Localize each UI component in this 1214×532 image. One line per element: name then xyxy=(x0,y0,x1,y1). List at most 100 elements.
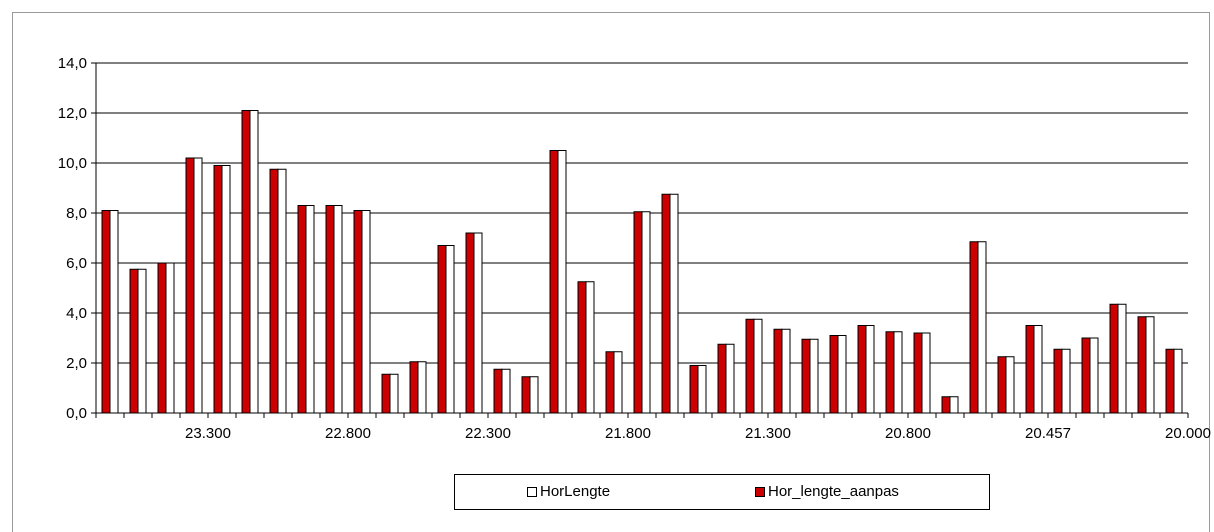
bar-horlengte xyxy=(249,110,259,414)
bar-hor-lengte-aanpas xyxy=(661,193,671,414)
x-tick-label: 23.300 xyxy=(185,425,231,442)
bar-horlengte xyxy=(333,205,343,414)
bar-horlengte xyxy=(1173,348,1183,414)
bar-hor-lengte-aanpas xyxy=(1081,337,1091,414)
bar-hor-lengte-aanpas xyxy=(1165,348,1175,414)
bar-hor-lengte-aanpas xyxy=(913,332,923,414)
bar-hor-lengte-aanpas xyxy=(437,245,447,414)
bar-horlengte xyxy=(1033,325,1043,414)
bar-hor-lengte-aanpas xyxy=(745,318,755,414)
legend: HorLengte Hor_lengte_aanpas xyxy=(454,474,990,510)
bar-hor-lengte-aanpas xyxy=(157,262,167,414)
bar-horlengte xyxy=(809,338,819,414)
bar-horlengte xyxy=(473,232,483,414)
bar-horlengte xyxy=(193,157,203,414)
bar-hor-lengte-aanpas xyxy=(1109,303,1119,414)
y-tick-label: 0,0 xyxy=(66,405,87,422)
bar-hor-lengte-aanpas xyxy=(549,150,559,414)
y-tick-label: 8,0 xyxy=(66,205,87,222)
bar-hor-lengte-aanpas xyxy=(969,241,979,414)
tick-labels: 0,0 2,0 4,0 6,0 8,0 10,0 12,0 14,0 23.300 22.800 2… xyxy=(58,55,1211,442)
x-tick-label: 22.800 xyxy=(325,425,371,442)
bar-horlengte xyxy=(165,262,175,414)
bar-horlengte xyxy=(893,331,903,414)
bar-horlengte xyxy=(501,368,511,414)
legend-label-horlengte: HorLengte xyxy=(540,483,611,500)
bar-hor-lengte-aanpas xyxy=(213,165,223,414)
y-tick-label: 2,0 xyxy=(66,355,87,372)
bar-hor-lengte-aanpas xyxy=(857,325,867,414)
bar-hor-lengte-aanpas xyxy=(1025,325,1035,414)
bar-hor-lengte-aanpas xyxy=(521,376,531,414)
bar-hor-lengte-aanpas xyxy=(297,205,307,414)
bar-horlengte xyxy=(669,193,679,414)
x-tick-label: 21.800 xyxy=(605,425,651,442)
bar-horlengte xyxy=(557,150,567,414)
bar-horlengte xyxy=(1145,316,1155,414)
bar-hor-lengte-aanpas xyxy=(689,365,699,414)
bar-hor-lengte-aanpas xyxy=(605,351,615,414)
x-tick-label: 20.800 xyxy=(885,425,931,442)
bar-hor-lengte-aanpas xyxy=(325,205,335,414)
x-tick-label: 21.300 xyxy=(745,425,791,442)
bar-horlengte xyxy=(277,168,287,414)
bar-hor-lengte-aanpas xyxy=(1053,348,1063,414)
bar-horlengte xyxy=(417,361,427,414)
axes xyxy=(91,62,1189,418)
bar-hor-lengte-aanpas xyxy=(997,356,1007,414)
legend-swatch-horlengte xyxy=(527,486,537,497)
legend-label-hor-lengte-aanpas: Hor_lengte_aanpas xyxy=(768,483,899,500)
bar-horlengte xyxy=(641,211,651,414)
bar-hor-lengte-aanpas xyxy=(773,328,783,414)
x-tick-label: 20.457 xyxy=(1025,425,1071,442)
legend-swatch-hor-lengte-aanpas xyxy=(755,486,765,497)
bar-hor-lengte-aanpas xyxy=(577,281,587,414)
bar-horlengte xyxy=(781,328,791,414)
bar-hor-lengte-aanpas xyxy=(801,338,811,414)
bar-horlengte xyxy=(389,373,399,414)
bar-horlengte xyxy=(1061,348,1071,414)
bar-horlengte xyxy=(1117,303,1127,414)
bar-hor-lengte-aanpas xyxy=(241,110,251,414)
bar-horlengte xyxy=(305,205,315,414)
legend-item-hor-lengte-aanpas: Hor_lengte_aanpas xyxy=(755,483,899,500)
y-tick-label: 12,0 xyxy=(58,105,87,122)
bar-hor-lengte-aanpas xyxy=(493,368,503,414)
bar-hor-lengte-aanpas xyxy=(409,361,419,414)
bar-horlengte xyxy=(1005,356,1015,414)
bar-horlengte xyxy=(1089,337,1099,414)
bar-hor-lengte-aanpas xyxy=(185,157,195,414)
bar-hor-lengte-aanpas xyxy=(353,210,363,414)
bar-horlengte xyxy=(949,396,959,414)
bar-horlengte xyxy=(221,165,231,414)
bar-hor-lengte-aanpas xyxy=(885,331,895,414)
bar-hor-lengte-aanpas xyxy=(101,210,111,414)
bar-horlengte xyxy=(137,268,147,414)
bar-horlengte xyxy=(361,210,371,414)
y-tick-label: 4,0 xyxy=(66,305,87,322)
bar-horlengte xyxy=(725,343,735,414)
bar-hor-lengte-aanpas xyxy=(633,211,643,414)
bar-horlengte xyxy=(529,376,539,414)
bar-horlengte xyxy=(613,351,623,414)
bar-horlengte xyxy=(921,332,931,414)
bar-horlengte xyxy=(753,318,763,414)
bar-hor-lengte-aanpas xyxy=(717,343,727,414)
y-tick-label: 14,0 xyxy=(58,55,87,72)
bar-horlengte xyxy=(109,210,119,414)
bar-horlengte xyxy=(697,365,707,414)
bar-hor-lengte-aanpas xyxy=(465,232,475,414)
y-tick-label: 10,0 xyxy=(58,155,87,172)
bar-hor-lengte-aanpas xyxy=(129,268,139,414)
bar-chart: 0,0 2,0 4,0 6,0 8,0 10,0 12,0 14,0 23.300 22.800 2… xyxy=(58,55,1211,442)
bar-horlengte xyxy=(865,325,875,414)
bar-hor-lengte-aanpas xyxy=(941,396,951,414)
bars xyxy=(101,110,1183,414)
x-tick-label: 22.300 xyxy=(465,425,511,442)
chart-frame xyxy=(12,12,1210,532)
bar-horlengte xyxy=(445,245,455,414)
y-tick-label: 6,0 xyxy=(66,255,87,272)
legend-item-horlengte: HorLengte xyxy=(527,483,610,500)
bar-horlengte xyxy=(977,241,987,414)
x-tick-label: 20.000 xyxy=(1165,425,1211,442)
